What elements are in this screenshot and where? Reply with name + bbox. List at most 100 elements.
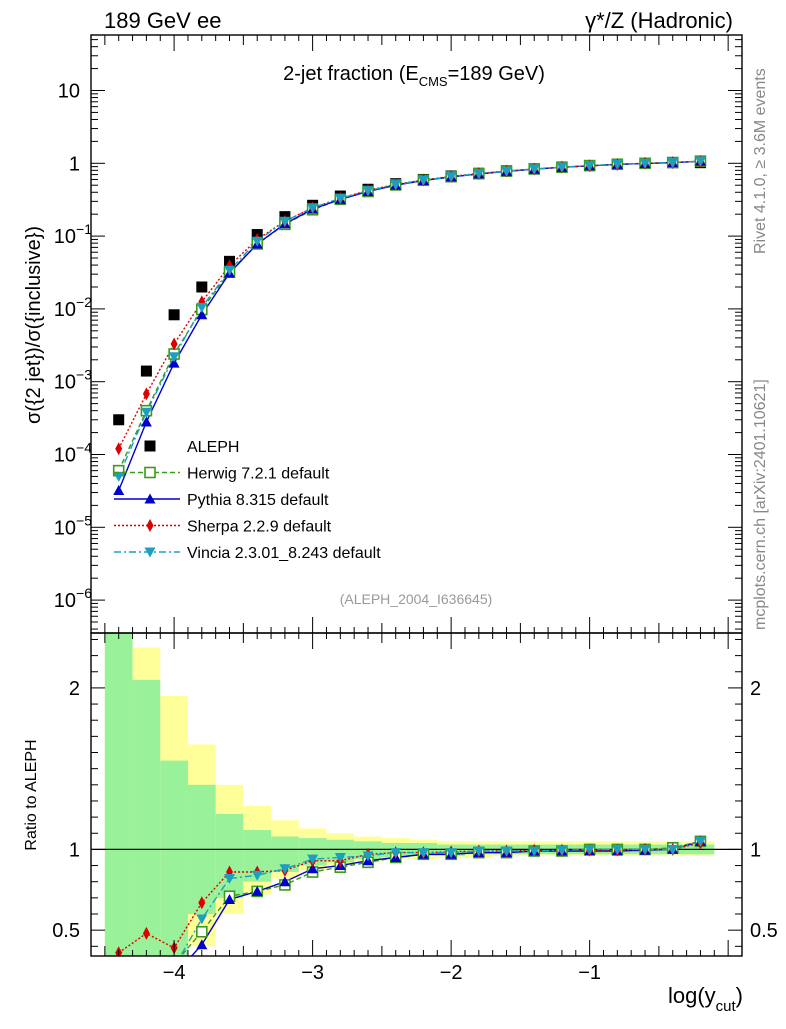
ratio-y-tick-label-left: 0.5 xyxy=(52,920,80,942)
x-tick-label: −2 xyxy=(440,962,463,984)
ratio-point-pythia xyxy=(307,863,319,874)
series-markers xyxy=(112,154,707,956)
main-point-vincia xyxy=(501,166,513,177)
ratio-point-vincia xyxy=(473,846,485,857)
legend-label-aleph: ALEPH xyxy=(187,439,239,456)
main-point-vincia xyxy=(417,175,429,186)
main-point-vincia xyxy=(584,161,596,172)
ratio-line-pythia xyxy=(190,840,701,956)
legend-entry-aleph: ALEPH xyxy=(144,439,239,456)
mcplots-reference-text: mcplots.cern.ch [arXiv:2401.10621] xyxy=(752,379,769,630)
legend-marker-pythia xyxy=(144,493,156,504)
main-point-vincia xyxy=(251,236,263,247)
main-point-vincia xyxy=(528,164,540,175)
ratio-point-vincia xyxy=(611,844,623,855)
legend-label-pythia: Pythia 8.315 default xyxy=(187,492,329,509)
header-left: 189 GeV ee xyxy=(104,8,221,33)
main-y-tick-label: 10−4 xyxy=(54,440,92,467)
main-point-vincia xyxy=(140,407,152,418)
main-point-aleph xyxy=(168,309,180,321)
legend-marker-vincia xyxy=(144,547,156,558)
legend-label-sherpa: Sherpa 2.2.9 default xyxy=(187,519,332,536)
ratio-point-vincia xyxy=(251,870,263,881)
main-point-vincia xyxy=(611,159,623,170)
legend-entry-vincia: Vincia 2.3.01_8.243 default xyxy=(114,545,381,562)
legend-marker-sherpa xyxy=(146,519,154,532)
main-frame xyxy=(90,34,743,634)
ratio-point-herwig xyxy=(196,925,208,938)
ratio-point-vincia xyxy=(390,848,402,859)
ratio-point-vincia xyxy=(667,844,679,855)
ratio-point-pythia xyxy=(251,885,263,896)
main-point-pythia xyxy=(140,416,152,427)
main-point-vincia xyxy=(224,265,236,276)
ratio-point-vincia xyxy=(417,848,429,859)
legend-entry-herwig: Herwig 7.2.1 default xyxy=(114,466,330,483)
main-y-tick-label: 10 xyxy=(58,81,80,103)
ratio-y-tick-label-left: 2 xyxy=(69,678,80,700)
main-point-sherpa xyxy=(115,442,123,456)
main-point-vincia xyxy=(113,471,125,482)
main-point-vincia xyxy=(279,216,291,227)
ratio-point-vincia xyxy=(307,854,319,865)
main-point-vincia xyxy=(168,352,180,363)
ratio-point-vincia xyxy=(196,914,208,925)
ratio-point-sherpa xyxy=(142,926,150,940)
header-right: γ*/Z (Hadronic) xyxy=(585,8,733,33)
ratio-uncertainty-bands xyxy=(91,633,742,956)
main-y-tick-label: 1 xyxy=(69,153,80,175)
main-point-vincia xyxy=(473,169,485,180)
legend-label-herwig: Herwig 7.2.1 default xyxy=(187,466,330,483)
main-point-vincia xyxy=(362,186,374,197)
ratio-markers xyxy=(115,835,707,956)
ratio-lines xyxy=(118,840,701,956)
main-y-tick-label: 10−1 xyxy=(54,221,92,248)
band-stat-bin xyxy=(326,839,355,863)
ratio-point-pythia xyxy=(196,939,208,950)
main-point-pythia xyxy=(196,309,208,320)
main-y-tick-label: 10−2 xyxy=(54,294,92,321)
analysis-id-watermark: (ALEPH_2004_I636645) xyxy=(340,591,493,607)
main-point-vincia xyxy=(694,156,706,167)
ratio-point-pythia xyxy=(279,876,291,887)
main-y-tick-label: 10−5 xyxy=(54,512,92,539)
main-point-vincia xyxy=(667,158,679,169)
main-line-herwig xyxy=(118,160,701,471)
legend-marker-aleph xyxy=(144,440,156,452)
main-point-vincia xyxy=(334,193,346,204)
ratio-point-vincia xyxy=(334,852,346,863)
ratio-bands-clip xyxy=(91,633,742,956)
main-point-sherpa xyxy=(142,387,150,401)
main-point-sherpa xyxy=(170,337,178,351)
main-lines xyxy=(118,160,701,491)
band-stat-bin xyxy=(132,679,161,956)
band-stat-bin xyxy=(215,813,244,898)
x-tick-label: −3 xyxy=(301,962,324,984)
axes: 10 1 10−1 10−2 10−3 10−4 10−5 10−6 −4 −3 −2 −1 0.5 0.… xyxy=(52,34,778,984)
legend: ALEPH Herwig 7.2.1 default Pythia 8.315 de… xyxy=(114,439,381,562)
main-plot-title: 2-jet fraction (ECMS=189 GeV) xyxy=(283,63,545,89)
ratio-frame xyxy=(90,632,743,957)
main-y-axis-label: σ({2 jet})/σ({inclusive}) xyxy=(23,226,45,424)
ratio-point-vincia xyxy=(279,864,291,875)
ratio-point-pythia xyxy=(224,893,236,904)
ratio-point-vincia xyxy=(224,873,236,884)
main-point-vincia xyxy=(307,203,319,214)
main-point-vincia xyxy=(196,302,208,313)
main-point-aleph xyxy=(196,281,208,293)
ratio-y-tick-label-left: 1 xyxy=(69,839,80,861)
ratio-point-vincia xyxy=(445,848,457,859)
main-line-vincia xyxy=(118,160,701,477)
ratio-point-vincia xyxy=(639,844,651,855)
ratio-y-tick-label-right: 0.5 xyxy=(750,920,778,942)
ratio-y-tick-label-right: 2 xyxy=(750,678,761,700)
main-point-vincia xyxy=(639,158,651,169)
band-stat-bin xyxy=(104,633,133,956)
legend-entry-sherpa: Sherpa 2.2.9 default xyxy=(114,519,332,536)
x-axis-label: log(ycut) xyxy=(668,983,743,1015)
main-point-vincia xyxy=(390,180,402,191)
main-markers xyxy=(112,154,707,496)
ratio-y-axis-label: Ratio to ALEPH xyxy=(23,739,40,850)
main-point-aleph xyxy=(113,414,125,426)
